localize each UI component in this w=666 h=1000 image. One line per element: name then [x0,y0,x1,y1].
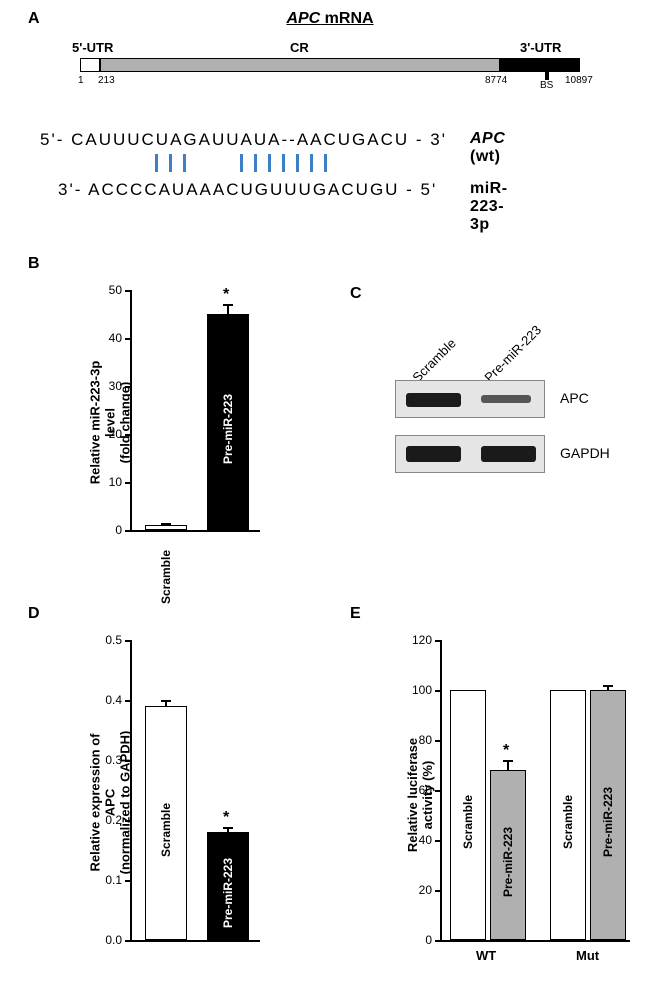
label-5utr: 5'-UTR [72,40,113,55]
label-3utr: 3'-UTR [520,40,561,55]
seq-mir-label: miR-223-3p [470,180,508,234]
bonds-1 [155,154,197,177]
label-cr: CR [290,40,309,55]
panel-d-label: D [28,605,40,623]
box-cr [100,58,500,72]
panel-a: APC mRNA 5'-UTR CR 3'-UTR 1 213 8774 108… [30,10,630,85]
chart-d: 0.00.10.20.30.40.5Relative expression of… [90,630,270,955]
mrna-diagram: 5'-UTR CR 3'-UTR 1 213 8774 10897 BS [80,40,580,85]
band-gapdh-1 [406,446,461,462]
blot-apc [395,380,545,418]
bs-tick [545,72,549,80]
band-apc-1 [406,393,461,407]
seq-apc: 5'- CAUUUCUAGAUUAUA--AACUGACU - 3' [40,130,447,149]
chart-b: 01020304050Relative miR-223-3p level(fol… [90,280,270,550]
lane-premir: Pre-miR-223 [481,322,544,385]
chart-e: 020406080100120Relative luciferase activ… [400,630,640,955]
lane-scramble: Scramble [409,336,458,385]
seq-mir: 3'- ACCCCAUAAACUGUUUGACUGU - 5' [58,180,437,199]
panel-c: Scramble Pre-miR-223 APC GAPDH [395,310,645,520]
title-italic: APC [286,10,320,27]
band-apc-2 [481,395,531,403]
num-213: 213 [98,75,115,86]
panel-e-label: E [350,605,361,623]
label-gapdh: GAPDH [560,445,610,461]
box-3utr [500,58,580,72]
panel-b-label: B [28,255,40,273]
bonds-2 [240,154,338,177]
box-5utr [80,58,100,72]
seq-apc-label-n: (wt) [470,148,500,165]
sequence-block: 5'- CAUUUCUAGAUUAUA--AACUGACU - 3' APC (… [40,130,447,210]
band-gapdh-2 [481,446,536,462]
mrna-title: APC mRNA [30,10,630,28]
blot-gapdh [395,435,545,473]
num-8774: 8774 [485,75,507,86]
seq-apc-label-i: APC [470,130,505,147]
panel-c-label: C [350,285,362,303]
num-1: 1 [78,75,84,86]
label-apc: APC [560,390,589,406]
num-10897: 10897 [565,75,593,86]
bs-label: BS [540,80,553,91]
title-rest: mRNA [320,10,373,27]
